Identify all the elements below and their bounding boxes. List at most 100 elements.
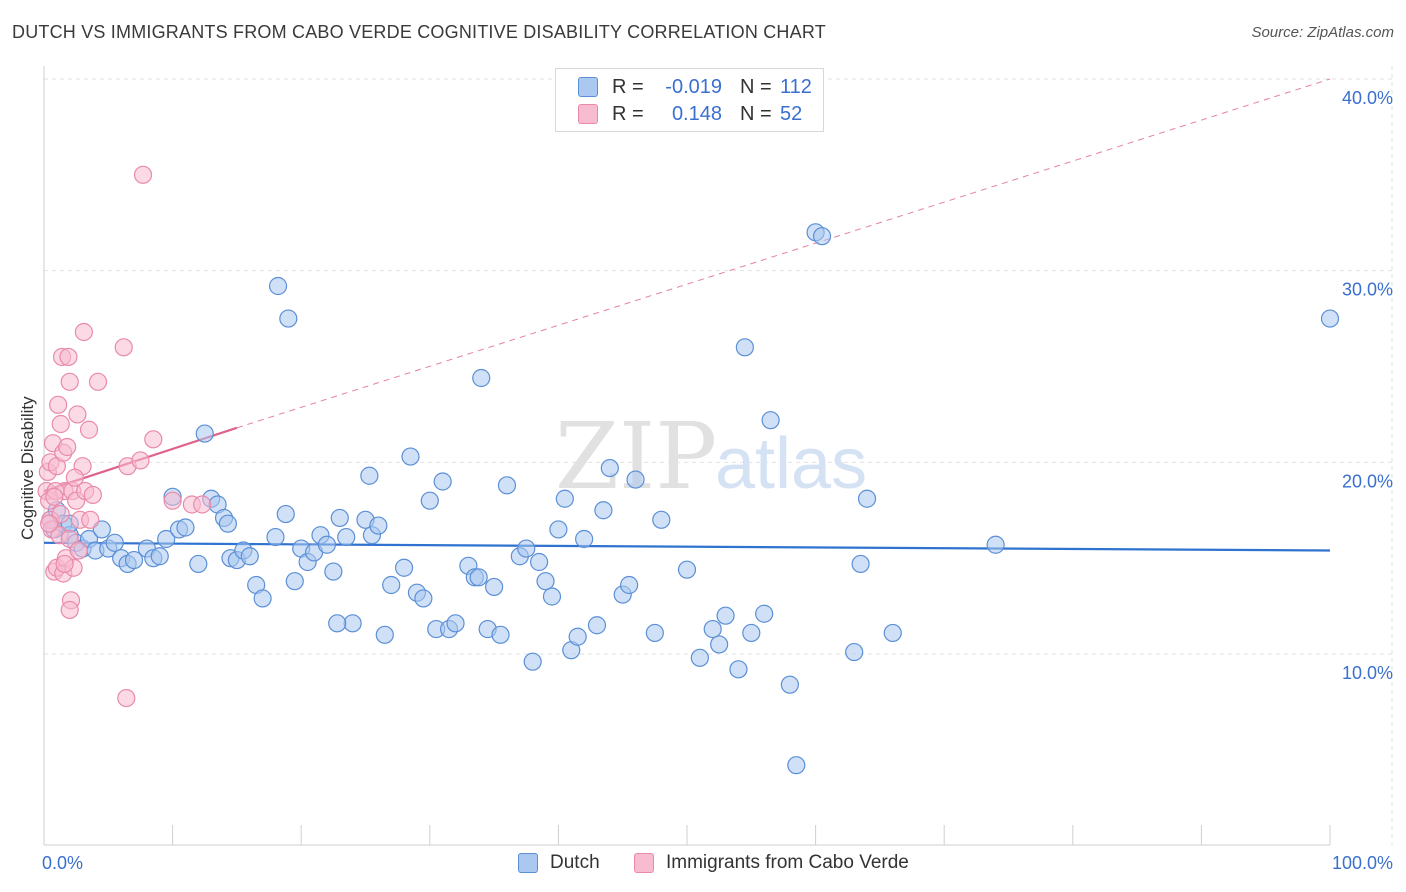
legend-row-cabo-verde: R = 0.148 N = 52 <box>578 102 802 126</box>
cabo-verde-point <box>133 165 153 184</box>
cabo-verde-point <box>59 347 78 367</box>
correlation-legend: R = -0.019 N = 112 R = 0.148 N = 52 <box>555 68 824 132</box>
dutch-point <box>369 516 388 535</box>
dutch-point <box>472 368 491 388</box>
point-layer <box>37 165 1340 775</box>
dutch-point <box>491 625 510 644</box>
dutch-point <box>343 614 362 633</box>
cabo-verde-swatch <box>634 853 654 873</box>
cabo-verde-point <box>114 338 133 357</box>
n-value: 52 <box>780 102 803 125</box>
dutch-point <box>703 619 722 639</box>
dutch-point <box>986 535 1005 554</box>
grid-layer <box>44 66 1393 845</box>
dutch-point <box>469 568 488 587</box>
dutch-point <box>645 623 664 643</box>
dutch-point <box>787 756 806 775</box>
series-legend-dutch[interactable]: Dutch <box>518 852 600 874</box>
cabo-verde-point <box>79 420 99 439</box>
dutch-point <box>497 476 517 495</box>
cabo-verde-trend-extension <box>236 78 1331 429</box>
series-name: Dutch <box>550 852 600 873</box>
dutch-point <box>729 660 748 679</box>
cabo-verde-point <box>163 491 182 510</box>
legend-row-dutch: R = -0.019 N = 112 <box>578 75 812 99</box>
dutch-point <box>716 606 735 625</box>
cabo-verde-point <box>193 495 212 514</box>
dutch-point <box>710 635 729 654</box>
y-axis-label: Cognitive Disability <box>18 396 37 540</box>
cabo-verde-point <box>83 485 102 505</box>
dutch-point <box>1320 309 1340 328</box>
dutch-point <box>195 424 214 443</box>
dutch-point <box>382 575 401 595</box>
n-label: N = <box>740 102 772 125</box>
dutch-point <box>285 572 304 591</box>
dutch-point <box>433 472 452 491</box>
axis-layer <box>43 66 1331 846</box>
dutch-point <box>394 558 414 577</box>
cabo-verde-point <box>68 405 87 424</box>
series-legend-cabo-verde[interactable]: Immigrants from Cabo Verde <box>634 852 909 874</box>
dutch-swatch <box>578 77 598 97</box>
cabo-verde-point <box>45 487 64 506</box>
cabo-verde-point <box>65 468 84 487</box>
dutch-point <box>626 470 645 489</box>
y-tick-label: 20.0% <box>1342 471 1393 491</box>
cabo-verde-point <box>88 372 108 391</box>
r-value: -0.019 <box>665 75 722 98</box>
y-tick-label: 40.0% <box>1342 88 1393 108</box>
dutch-point <box>330 508 349 528</box>
dutch-point <box>375 625 394 644</box>
chart-title: DUTCH VS IMMIGRANTS FROM CABO VERDE COGN… <box>12 22 826 42</box>
cabo-verde-point <box>40 514 59 533</box>
cabo-verde-point <box>60 372 79 391</box>
dutch-point <box>276 504 295 524</box>
dutch-point <box>266 527 285 547</box>
dutch-point <box>780 675 799 694</box>
dutch-point <box>317 535 337 554</box>
dutch-point <box>536 572 555 591</box>
dutch-point <box>857 489 877 508</box>
series-name: Immigrants from Cabo Verde <box>666 852 909 873</box>
dutch-point <box>851 554 870 574</box>
watermark-atlas: atlas <box>715 424 867 504</box>
dutch-point <box>517 539 536 558</box>
dutch-point <box>157 529 176 549</box>
dutch-point <box>742 623 761 643</box>
watermark-zip: ZIP <box>555 403 717 510</box>
cabo-verde-point <box>51 414 70 434</box>
dutch-point <box>575 529 594 549</box>
dutch-point <box>105 533 124 552</box>
dutch-point <box>594 501 613 520</box>
dutch-point <box>218 514 237 533</box>
dutch-point <box>401 447 420 466</box>
dutch-point <box>568 627 587 646</box>
dutch-point <box>530 552 549 572</box>
dutch-point <box>189 554 208 574</box>
n-value: 112 <box>780 75 812 98</box>
cabo-verde-point <box>58 437 77 457</box>
dutch-point <box>555 489 574 508</box>
cabo-verde-point <box>49 395 68 414</box>
dutch-point <box>600 458 619 478</box>
dutch-point <box>176 518 195 537</box>
y-tick-label: 30.0% <box>1342 280 1393 300</box>
x-tick-label: 100.0% <box>1332 853 1393 873</box>
cabo-verde-point <box>144 430 163 449</box>
dutch-point <box>360 466 379 485</box>
r-value: 0.148 <box>671 102 722 125</box>
dutch-point <box>268 276 288 296</box>
dutch-point <box>446 614 465 633</box>
dutch-trend-line <box>43 541 1331 552</box>
y-tick-label: 10.0% <box>1342 663 1393 683</box>
dutch-point <box>542 587 562 606</box>
tick-label-layer: 10.0% 20.0% 30.0% 40.0% 0.0% 100.0% <box>42 88 1393 873</box>
dutch-point <box>240 547 259 566</box>
dutch-point <box>620 575 639 595</box>
dutch-point <box>735 338 754 357</box>
dutch-point <box>587 616 607 635</box>
cabo-verde-point <box>117 688 136 708</box>
dutch-point <box>324 562 343 581</box>
